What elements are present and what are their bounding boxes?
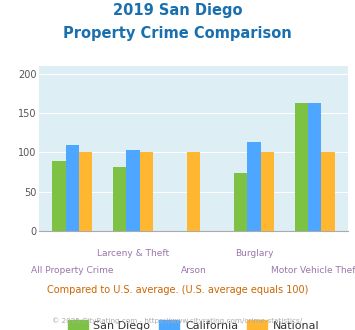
- Bar: [261, 152, 274, 231]
- Bar: [321, 152, 334, 231]
- Text: Motor Vehicle Theft: Motor Vehicle Theft: [271, 266, 355, 275]
- Bar: [295, 103, 308, 231]
- Bar: [53, 161, 66, 231]
- Bar: [140, 152, 153, 231]
- Bar: [308, 103, 321, 231]
- Text: All Property Crime: All Property Crime: [31, 266, 114, 275]
- Bar: [187, 152, 200, 231]
- Text: Compared to U.S. average. (U.S. average equals 100): Compared to U.S. average. (U.S. average …: [47, 285, 308, 295]
- Text: Larceny & Theft: Larceny & Theft: [97, 249, 169, 258]
- Bar: [66, 145, 79, 231]
- Bar: [126, 150, 140, 231]
- Legend: San Diego, California, National: San Diego, California, National: [64, 316, 323, 330]
- Text: 2019 San Diego: 2019 San Diego: [113, 3, 242, 18]
- Bar: [113, 167, 126, 231]
- Bar: [247, 142, 261, 231]
- Text: © 2025 CityRating.com - https://www.cityrating.com/crime-statistics/: © 2025 CityRating.com - https://www.city…: [53, 317, 302, 324]
- Text: Property Crime Comparison: Property Crime Comparison: [63, 26, 292, 41]
- Text: Arson: Arson: [181, 266, 206, 275]
- Bar: [234, 173, 247, 231]
- Bar: [79, 152, 92, 231]
- Text: Burglary: Burglary: [235, 249, 273, 258]
